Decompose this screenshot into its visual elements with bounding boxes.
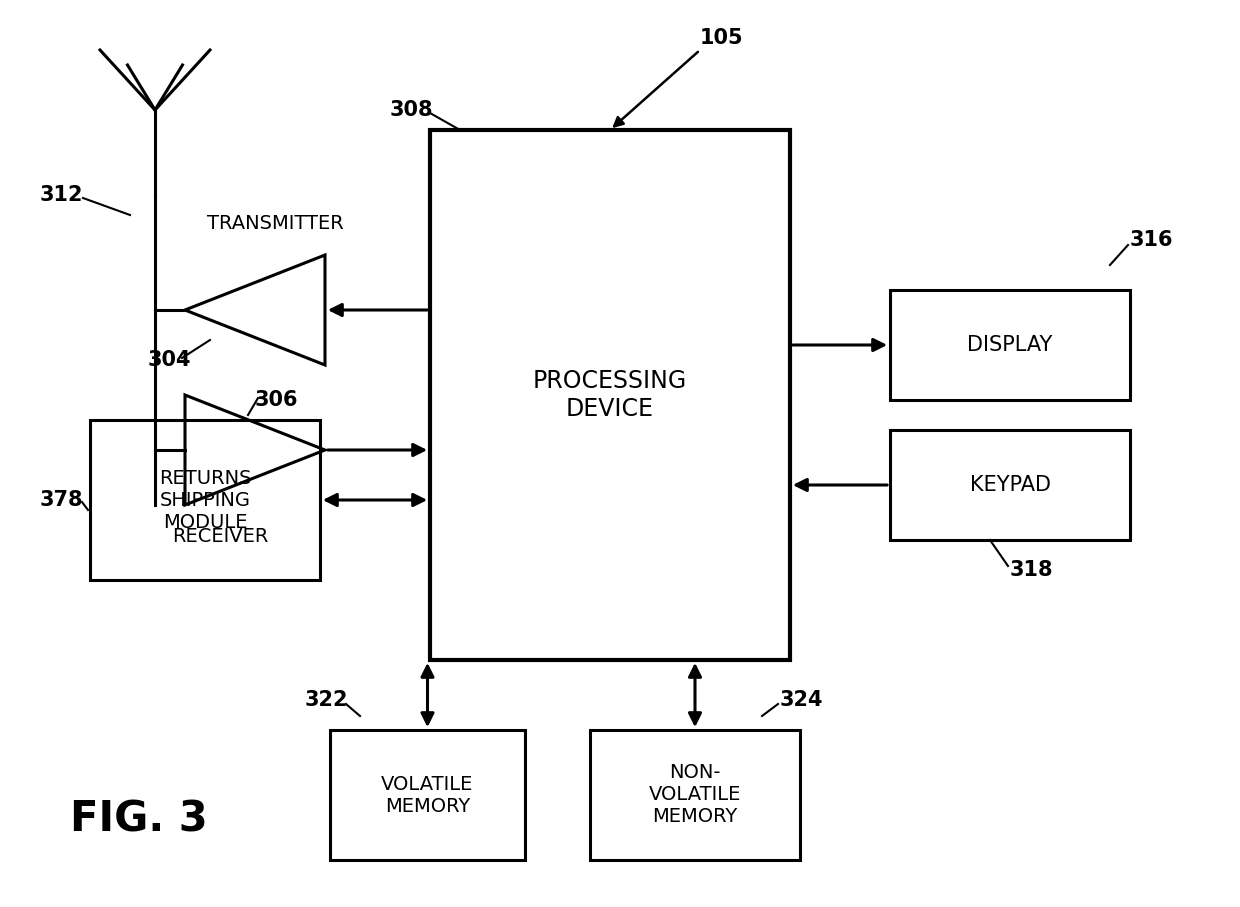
Text: TRANSMITTER: TRANSMITTER [207,214,343,233]
FancyBboxPatch shape [430,130,790,660]
FancyBboxPatch shape [890,290,1130,400]
Text: VOLATILE
MEMORY: VOLATILE MEMORY [382,775,474,815]
Text: RECEIVER: RECEIVER [172,527,268,546]
FancyBboxPatch shape [91,420,320,580]
Text: 316: 316 [1130,230,1173,250]
Text: 306: 306 [255,390,299,410]
Text: DISPLAY: DISPLAY [967,335,1053,355]
Text: PROCESSING
DEVICE: PROCESSING DEVICE [533,369,687,421]
FancyBboxPatch shape [890,430,1130,540]
Text: KEYPAD: KEYPAD [970,475,1050,495]
Text: 105: 105 [701,28,744,48]
Text: 322: 322 [305,690,348,710]
FancyBboxPatch shape [590,730,800,860]
Text: 312: 312 [40,185,83,205]
FancyBboxPatch shape [330,730,525,860]
Text: NON-
VOLATILE
MEMORY: NON- VOLATILE MEMORY [649,764,742,826]
Text: 324: 324 [780,690,823,710]
Text: 304: 304 [148,350,191,370]
Text: RETURNS
SHIPPING
MODULE: RETURNS SHIPPING MODULE [159,469,252,532]
Text: 308: 308 [391,100,434,120]
Text: 318: 318 [1011,560,1054,580]
Text: FIG. 3: FIG. 3 [69,799,208,841]
Text: 378: 378 [40,490,83,510]
